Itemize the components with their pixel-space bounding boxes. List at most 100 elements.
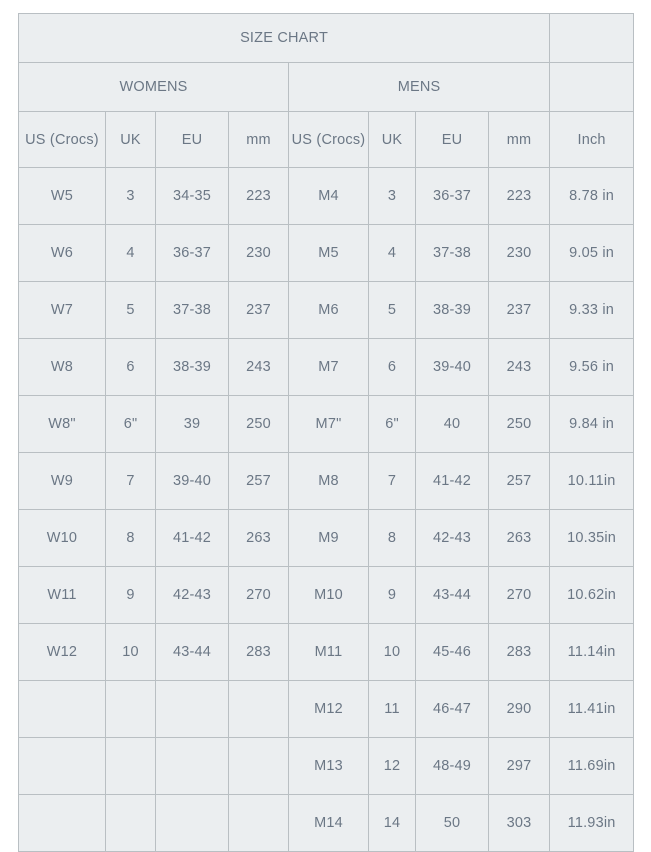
table-row: W5 3 34-35 223 M4 3 36-37 223 8.78 in [18,167,635,225]
cell-mens-us: M8 [288,452,369,510]
cell-inch: 10.62in [549,566,635,624]
column-header-mens-mm: mm [487,111,551,168]
cell-womens-uk: 5 [105,281,156,339]
cell-womens-mm [228,794,289,852]
cell-mens-us: M7 [288,338,369,396]
cell-mens-eu: 40 [415,395,489,453]
group-header-mens: MENS [287,62,551,112]
cell-womens-uk [105,680,156,738]
cell-womens-us: W6 [18,224,106,282]
cell-mens-mm: 243 [487,338,551,396]
cell-mens-eu: 36-37 [415,167,489,225]
cell-womens-mm: 270 [228,566,289,624]
cell-mens-us: M12 [288,680,369,738]
cell-womens-mm [228,680,289,738]
cell-womens-eu [155,680,229,738]
cell-inch: 11.14in [549,623,635,681]
cell-mens-mm: 257 [487,452,551,510]
cell-womens-uk: 4 [105,224,156,282]
cell-womens-eu: 39 [155,395,229,453]
cell-inch: 8.78 in [549,167,635,225]
cell-mens-mm: 237 [487,281,551,339]
size-chart-table: SIZE CHART WOMENS MENS US (Crocs) UK EU … [17,13,635,852]
cell-mens-mm: 283 [487,623,551,681]
inch-header-spacer-top [549,13,635,63]
cell-womens-us: W8 [18,338,106,396]
cell-womens-uk: 9 [105,566,156,624]
cell-mens-us: M6 [288,281,369,339]
inch-header-spacer-mid [549,62,635,112]
cell-womens-uk: 7 [105,452,156,510]
cell-mens-us: M7" [288,395,369,453]
cell-womens-us [18,794,106,852]
cell-mens-eu: 39-40 [415,338,489,396]
cell-womens-mm: 223 [228,167,289,225]
cell-mens-mm: 223 [487,167,551,225]
table-row: W11 9 42-43 270 M10 9 43-44 270 10.62in [18,566,635,624]
cell-mens-eu: 41-42 [415,452,489,510]
cell-womens-us: W9 [18,452,106,510]
table-row: W8" 6" 39 250 M7" 6" 40 250 9.84 in [18,395,635,453]
cell-womens-mm: 230 [228,224,289,282]
cell-mens-eu: 45-46 [415,623,489,681]
cell-inch: 10.11in [549,452,635,510]
cell-mens-us: M13 [288,737,369,795]
cell-womens-us [18,680,106,738]
group-header-row: WOMENS MENS [18,62,635,112]
cell-mens-mm: 290 [487,680,551,738]
cell-womens-us [18,737,106,795]
column-header-womens-uk: UK [105,111,156,168]
cell-mens-us: M10 [288,566,369,624]
cell-womens-eu: 38-39 [155,338,229,396]
column-header-womens-mm: mm [228,111,289,168]
cell-mens-uk: 10 [368,623,416,681]
cell-womens-uk: 6 [105,338,156,396]
table-row: W7 5 37-38 237 M6 5 38-39 237 9.33 in [18,281,635,339]
cell-inch: 11.69in [549,737,635,795]
cell-womens-eu: 34-35 [155,167,229,225]
cell-womens-us: W10 [18,509,106,567]
cell-mens-uk: 3 [368,167,416,225]
cell-inch: 11.41in [549,680,635,738]
cell-womens-mm: 237 [228,281,289,339]
cell-womens-us: W12 [18,623,106,681]
cell-mens-uk: 14 [368,794,416,852]
cell-womens-mm: 243 [228,338,289,396]
cell-mens-us: M4 [288,167,369,225]
cell-mens-eu: 43-44 [415,566,489,624]
cell-womens-eu [155,794,229,852]
cell-mens-uk: 9 [368,566,416,624]
cell-inch: 9.33 in [549,281,635,339]
column-header-mens-uk: UK [368,111,416,168]
cell-womens-eu: 42-43 [155,566,229,624]
cell-womens-uk [105,737,156,795]
size-chart-container: SIZE CHART WOMENS MENS US (Crocs) UK EU … [17,13,635,852]
cell-mens-uk: 6 [368,338,416,396]
cell-womens-uk: 8 [105,509,156,567]
cell-womens-mm: 250 [228,395,289,453]
cell-mens-us: M9 [288,509,369,567]
cell-womens-us: W11 [18,566,106,624]
table-row: W9 7 39-40 257 M8 7 41-42 257 10.11in [18,452,635,510]
cell-womens-eu [155,737,229,795]
cell-womens-mm [228,737,289,795]
group-header-womens: WOMENS [18,62,289,112]
cell-mens-mm: 270 [487,566,551,624]
cell-inch: 11.93in [549,794,635,852]
table-row: M12 11 46-47 290 11.41in [18,680,635,738]
cell-mens-uk: 7 [368,452,416,510]
table-row: W8 6 38-39 243 M7 6 39-40 243 9.56 in [18,338,635,396]
cell-mens-eu: 42-43 [415,509,489,567]
cell-mens-uk: 11 [368,680,416,738]
column-header-mens-eu: EU [415,111,489,168]
cell-mens-mm: 263 [487,509,551,567]
cell-mens-eu: 50 [415,794,489,852]
cell-womens-eu: 37-38 [155,281,229,339]
cell-mens-eu: 48-49 [415,737,489,795]
cell-mens-us: M11 [288,623,369,681]
column-header-womens-eu: EU [155,111,229,168]
cell-mens-uk: 4 [368,224,416,282]
cell-mens-uk: 5 [368,281,416,339]
cell-womens-mm: 257 [228,452,289,510]
cell-womens-uk: 6" [105,395,156,453]
